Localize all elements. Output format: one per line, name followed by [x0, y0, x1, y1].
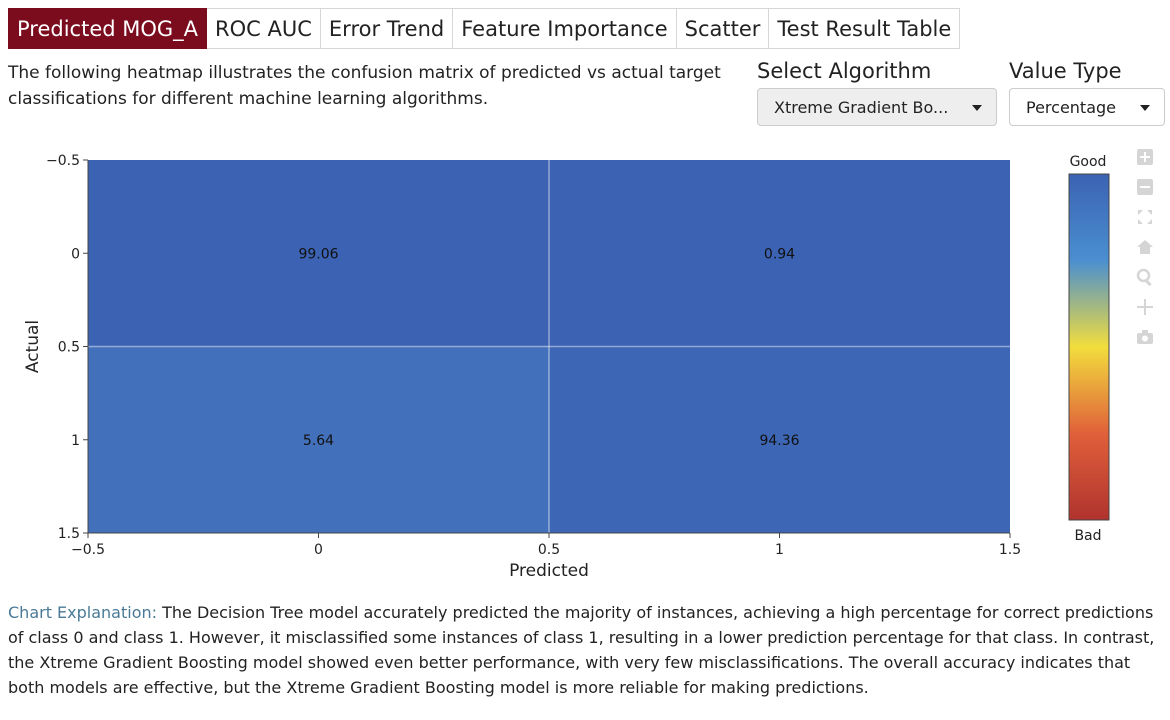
x-tick-label: −0.5 [71, 542, 105, 558]
cell-value-label: 0.94 [764, 246, 795, 262]
cell-value-label: 5.64 [303, 433, 334, 449]
value-type-label: Value Type [1009, 59, 1122, 83]
tab-roc-auc[interactable]: ROC AUC [207, 8, 321, 49]
chart-explanation-label: Chart Explanation: [8, 603, 158, 622]
heatmap-cell [549, 346, 1010, 533]
tab-feature-importance[interactable]: Feature Importance [453, 8, 677, 49]
colorbar-top-label: Good [1070, 154, 1107, 170]
zoom-icon[interactable] [1136, 268, 1154, 286]
tab-scatter[interactable]: Scatter [676, 8, 770, 49]
y-axis-title: Actual [23, 320, 43, 373]
zoom-in-icon[interactable] [1136, 148, 1154, 166]
chevron-down-icon [1140, 105, 1150, 111]
zoom-out-icon[interactable] [1136, 178, 1154, 196]
x-axis-title: Predicted [509, 561, 589, 581]
y-tick-label: 0.5 [58, 340, 80, 356]
algorithm-select-value: Xtreme Gradient Bo... [774, 98, 949, 117]
chart-modebar [1136, 148, 1158, 358]
x-tick-label: 0.5 [538, 542, 560, 558]
heatmap-cell [549, 160, 1010, 347]
x-tick-label: 1.5 [999, 542, 1021, 558]
chart-explanation-text: The Decision Tree model accurately predi… [8, 603, 1155, 697]
home-icon[interactable] [1136, 238, 1154, 256]
y-tick-label: 0 [71, 246, 80, 262]
autoscale-icon[interactable] [1136, 208, 1154, 226]
y-tick-label: 1.5 [58, 526, 80, 542]
value-type-select[interactable]: Percentage [1009, 88, 1165, 126]
chart-explanation: Chart Explanation: The Decision Tree mod… [8, 600, 1158, 700]
tab-error-trend[interactable]: Error Trend [320, 8, 454, 49]
algorithm-label: Select Algorithm [757, 59, 932, 83]
algorithm-select[interactable]: Xtreme Gradient Bo... [757, 88, 997, 126]
tab-predicted-mog-a[interactable]: Predicted MOG_A [8, 8, 208, 49]
x-tick-label: 1 [775, 542, 784, 558]
x-tick-label: 0 [314, 542, 323, 558]
cell-value-label: 99.06 [298, 246, 338, 262]
cell-value-label: 94.36 [759, 433, 799, 449]
tab-test-result-table[interactable]: Test Result Table [769, 8, 961, 49]
intro-text: The following heatmap illustrates the co… [8, 63, 721, 109]
tab-bar: Predicted MOG_A ROC AUC Error Trend Feat… [8, 8, 961, 49]
value-type-select-value: Percentage [1026, 98, 1117, 117]
y-tick-label: −0.5 [46, 153, 80, 169]
y-tick-label: 1 [71, 433, 80, 449]
heatmap-cell [88, 160, 549, 347]
confusion-matrix-heatmap: 99.06 0.945.64 94.36−0.500.511.5−0.5 0 0.5 1 1… [23, 153, 1110, 581]
pan-icon[interactable] [1136, 298, 1154, 316]
colorbar [1068, 173, 1110, 521]
camera-icon[interactable] [1136, 328, 1154, 346]
heatmap-cell [88, 346, 549, 533]
chevron-down-icon [972, 105, 982, 111]
colorbar-bottom-label: Bad [1074, 528, 1101, 544]
